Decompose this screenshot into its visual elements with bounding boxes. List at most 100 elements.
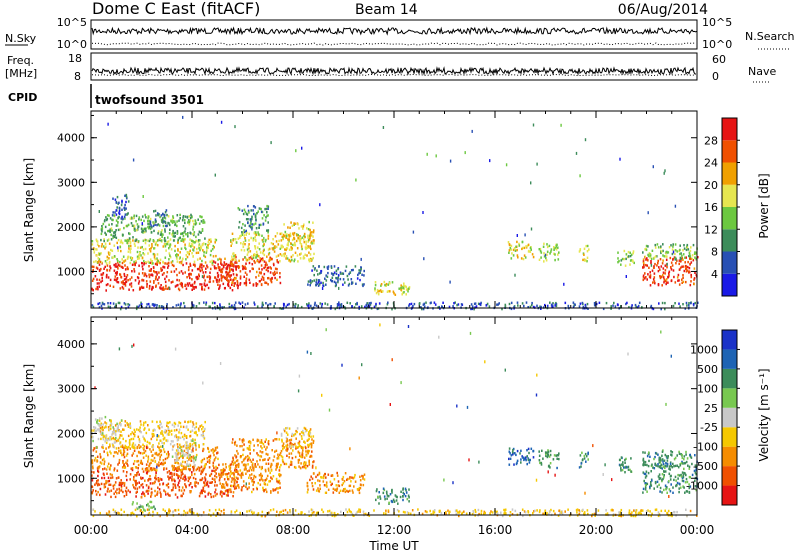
power-cell — [659, 258, 662, 261]
power-cell — [203, 265, 205, 268]
velocity-cell — [271, 449, 273, 452]
velocity-cell — [154, 507, 156, 511]
velocity-cell — [290, 446, 292, 450]
velocity-cell — [277, 479, 280, 483]
power-cell — [205, 303, 207, 306]
power-cell — [91, 243, 94, 246]
velocity-cell — [584, 452, 587, 456]
velocity-cell — [659, 457, 662, 460]
power-cell — [172, 215, 174, 218]
power-cell — [690, 275, 693, 279]
velocity-cell — [182, 425, 185, 429]
velocity-cell — [549, 449, 552, 453]
power-cell — [664, 272, 666, 275]
power-cell — [441, 305, 443, 308]
velocity-cell — [662, 465, 665, 468]
power-cell — [679, 266, 682, 269]
power-cell — [356, 301, 358, 305]
power-cell — [531, 301, 533, 305]
velocity-cell — [132, 432, 135, 435]
power-cell — [588, 248, 590, 251]
velocity-cell — [397, 502, 399, 505]
power-cell — [554, 304, 556, 307]
power-cell — [305, 240, 307, 243]
velocity-cell — [179, 469, 182, 472]
power-cell — [323, 265, 326, 269]
power-cell — [98, 210, 100, 213]
power-cell — [610, 305, 612, 308]
power-cell — [261, 257, 264, 260]
velocity-cell — [379, 495, 381, 498]
velocity-cell — [519, 452, 521, 455]
power-cell — [208, 238, 210, 242]
power-cell — [309, 246, 311, 249]
power-cell — [274, 267, 277, 270]
power-cell — [679, 305, 681, 308]
power-cell — [231, 283, 233, 286]
velocity-cell — [202, 432, 204, 435]
power-cell — [233, 255, 235, 258]
power-cell — [664, 301, 666, 305]
power-cell — [232, 273, 235, 276]
power-cell — [127, 306, 130, 309]
power-cell — [179, 306, 181, 309]
power-cell — [142, 239, 145, 242]
power-cell — [102, 302, 104, 306]
power-cell — [164, 220, 166, 224]
velocity-cell — [236, 463, 238, 467]
power-cell — [654, 243, 657, 247]
power-cell — [168, 258, 170, 261]
velocity-cell — [206, 457, 209, 460]
velocity-cell — [310, 455, 313, 458]
velocity-cell — [251, 465, 254, 468]
velocity-cell — [152, 459, 154, 462]
power-cell — [151, 303, 154, 306]
velocity-cell — [260, 439, 263, 442]
velocity-cell — [180, 462, 182, 465]
velocity-cell — [195, 430, 197, 434]
velocity-cell — [642, 451, 644, 454]
power-cell — [102, 272, 105, 275]
velocity-cell — [386, 497, 388, 500]
power-cell — [555, 248, 558, 251]
velocity-cell — [186, 460, 189, 463]
power-cell — [146, 303, 148, 306]
velocity-cell — [189, 434, 192, 438]
velocity-cell — [114, 495, 117, 499]
power-cell — [185, 254, 188, 257]
velocity-cell — [658, 473, 661, 476]
velocity-cell — [223, 478, 226, 481]
velocity-cell — [376, 488, 378, 491]
power-cell — [686, 246, 689, 250]
velocity-cell — [516, 461, 518, 464]
power-cell — [690, 257, 693, 261]
power-cell — [300, 245, 303, 248]
velocity-cell — [681, 453, 683, 457]
velocity-cell — [238, 486, 240, 489]
power-cell — [107, 283, 109, 286]
power-cell — [203, 274, 205, 277]
velocity-cell — [157, 425, 160, 428]
power-cell — [646, 278, 648, 281]
power-cell — [165, 209, 168, 212]
velocity-cell — [213, 478, 216, 481]
velocity-cell — [103, 473, 105, 476]
velocity-cell — [250, 477, 252, 480]
velocity-cell — [107, 438, 109, 442]
velocity-cell — [98, 466, 100, 470]
velocity-cell — [138, 506, 140, 509]
velocity-cell — [308, 449, 311, 453]
velocity-cell — [332, 491, 335, 494]
power-cell — [400, 284, 402, 287]
velocity-cell — [199, 466, 201, 470]
power-cell — [245, 267, 247, 270]
power-cell — [679, 268, 681, 271]
velocity-cell — [265, 452, 268, 456]
power-cell — [296, 247, 299, 250]
velocity-cell — [262, 442, 265, 446]
power-cell — [661, 262, 664, 265]
power-cell — [247, 221, 249, 225]
power-cell — [198, 230, 201, 233]
velocity-cell — [265, 462, 267, 465]
power-cell — [333, 265, 336, 268]
